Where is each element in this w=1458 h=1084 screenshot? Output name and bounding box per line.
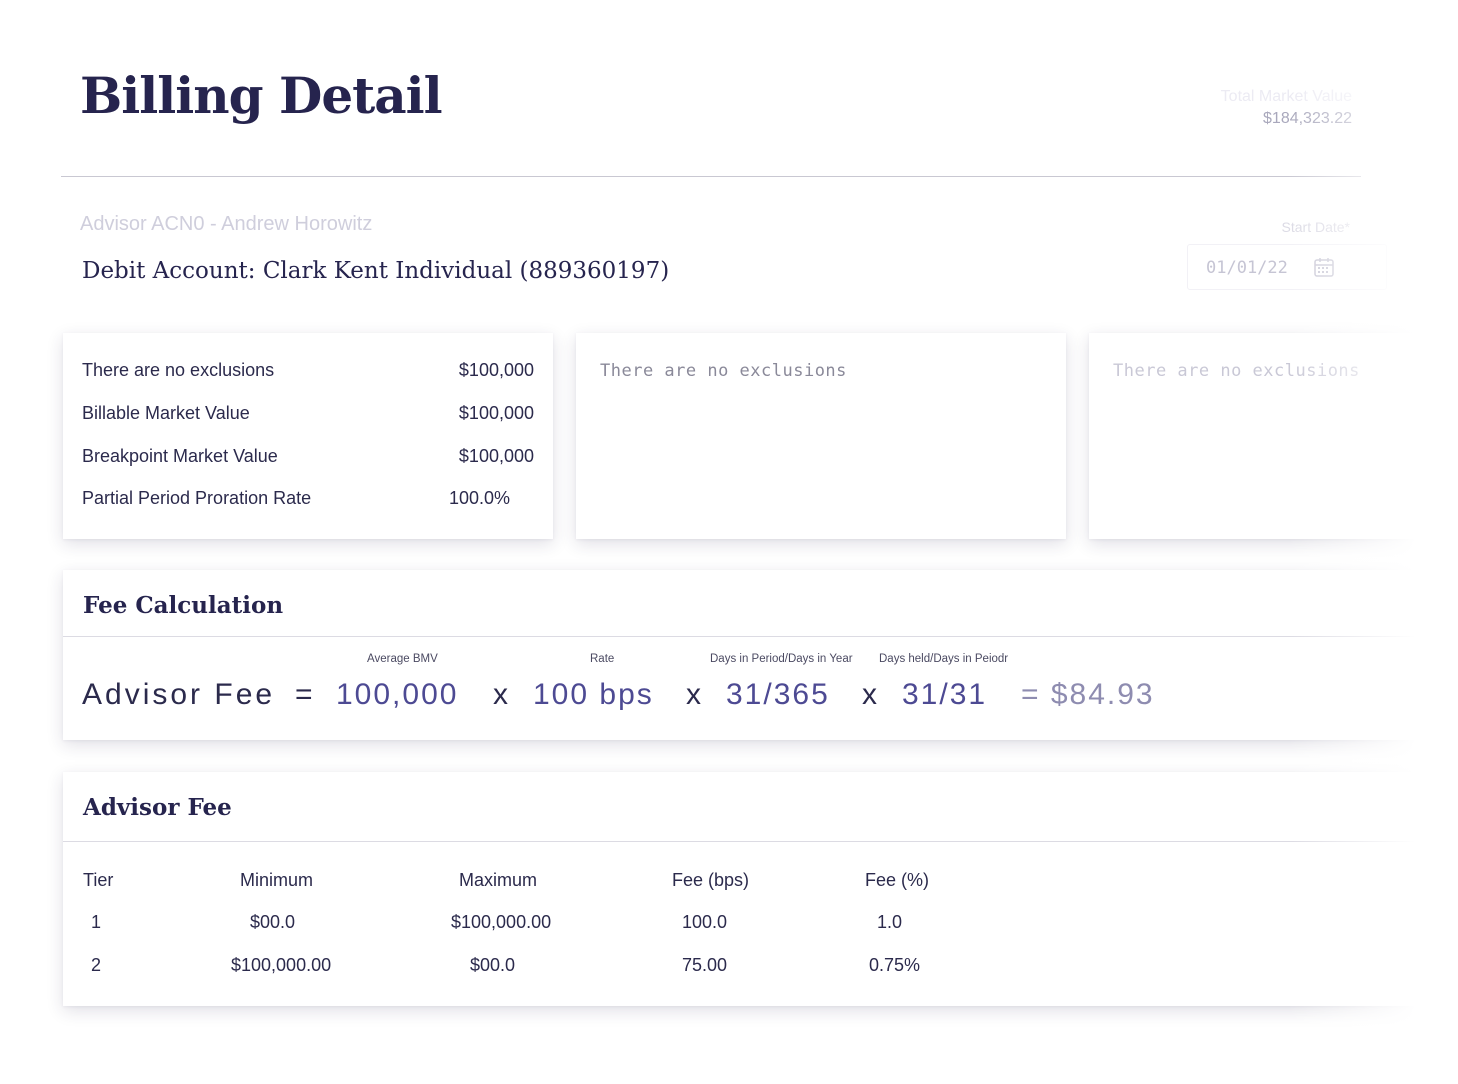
- advisor-fee-card: Advisor Fee Tier Minimum Maximum Fee (bp…: [63, 772, 1458, 1006]
- fee-formula-label: Advisor Fee: [82, 678, 276, 711]
- term-caption: Days held/Days in Peiodr: [879, 653, 1009, 665]
- header-divider: [61, 176, 1361, 177]
- total-market-value: Total Market Value $184,323.22: [1221, 88, 1352, 128]
- fee-percent-cell: 1.0: [877, 912, 903, 932]
- term-caption: Days in Period/Days in Year: [710, 653, 853, 665]
- column-header: Maximum: [459, 870, 538, 890]
- tier-cell: 1: [91, 912, 102, 932]
- column-header: Tier: [83, 870, 114, 890]
- days-period-value: 31/365: [726, 678, 830, 711]
- summary-label: Partial Period Proration Rate: [82, 488, 312, 508]
- summary-value: $100,000: [458, 360, 534, 380]
- exclusions-card: There are no exclusions: [576, 333, 1066, 539]
- summary-label: Billable Market Value: [82, 403, 250, 423]
- summary-value: $100,000: [458, 403, 534, 423]
- fee-percent-cell: 0.75%: [869, 955, 921, 975]
- total-market-value-label: Total Market Value: [1220, 88, 1352, 105]
- exclusions-note: There are no exclusions: [600, 361, 847, 381]
- term-caption: Average BMV: [367, 653, 438, 665]
- section-divider: [63, 841, 1458, 842]
- start-date-field[interactable]: 01/01/22: [1187, 244, 1387, 290]
- summary-row: There are no exclusions $100,000: [82, 360, 534, 384]
- times-sign: x: [862, 678, 879, 711]
- fee-bps-cell: 75.00: [682, 955, 728, 975]
- minimum-cell: $00.0: [250, 912, 296, 932]
- column-header: Fee (%): [865, 870, 930, 890]
- equals-sign: =: [295, 678, 315, 711]
- exclusions-note: There are no exclusions: [1113, 361, 1360, 381]
- advisor-name: Advisor ACN0 - Andrew Horowitz: [80, 213, 373, 235]
- maximum-cell: $100,000.00: [451, 912, 552, 932]
- market-value-summary-card: There are no exclusions $100,000 Billabl…: [63, 333, 553, 539]
- summary-row: Breakpoint Market Value $100,000: [82, 446, 534, 470]
- times-sign: x: [493, 678, 510, 711]
- summary-label: There are no exclusions: [82, 360, 275, 380]
- start-date-label: Start Date*: [1281, 219, 1350, 235]
- page-title: Billing Detail: [80, 66, 443, 125]
- term-caption: Rate: [590, 653, 615, 665]
- calendar-icon[interactable]: [1313, 256, 1335, 278]
- summary-value: 100.0%: [448, 488, 510, 508]
- section-divider: [63, 636, 1458, 637]
- start-date-value[interactable]: 01/01/22: [1206, 258, 1288, 278]
- advisor-fee-title: Advisor Fee: [83, 794, 232, 821]
- days-held-value: 31/31: [902, 678, 988, 711]
- fee-result: = $84.93: [1021, 678, 1155, 711]
- fee-bps-cell: 100.0: [682, 912, 728, 932]
- debit-account: Debit Account: Clark Kent Individual (88…: [82, 258, 670, 284]
- summary-label: Breakpoint Market Value: [82, 446, 278, 466]
- maximum-cell: $00.0: [470, 955, 516, 975]
- summary-value: $100,000: [458, 446, 534, 466]
- tier-cell: 2: [91, 955, 102, 975]
- exclusions-card: There are no exclusions: [1089, 333, 1458, 539]
- summary-row: Partial Period Proration Rate 100.0%: [82, 488, 534, 512]
- summary-row: Billable Market Value $100,000: [82, 403, 534, 427]
- fee-calculation-title: Fee Calculation: [83, 592, 284, 619]
- average-bmv-value: 100,000: [336, 678, 459, 711]
- fee-calculation-card: Fee Calculation Average BMV Rate Days in…: [63, 570, 1458, 740]
- total-market-value-amount: $184,323.22: [1263, 110, 1352, 127]
- minimum-cell: $100,000.00: [231, 955, 332, 975]
- times-sign: x: [686, 678, 703, 711]
- rate-value: 100 bps: [533, 678, 654, 711]
- column-header: Fee (bps): [672, 870, 750, 890]
- column-header: Minimum: [240, 870, 314, 890]
